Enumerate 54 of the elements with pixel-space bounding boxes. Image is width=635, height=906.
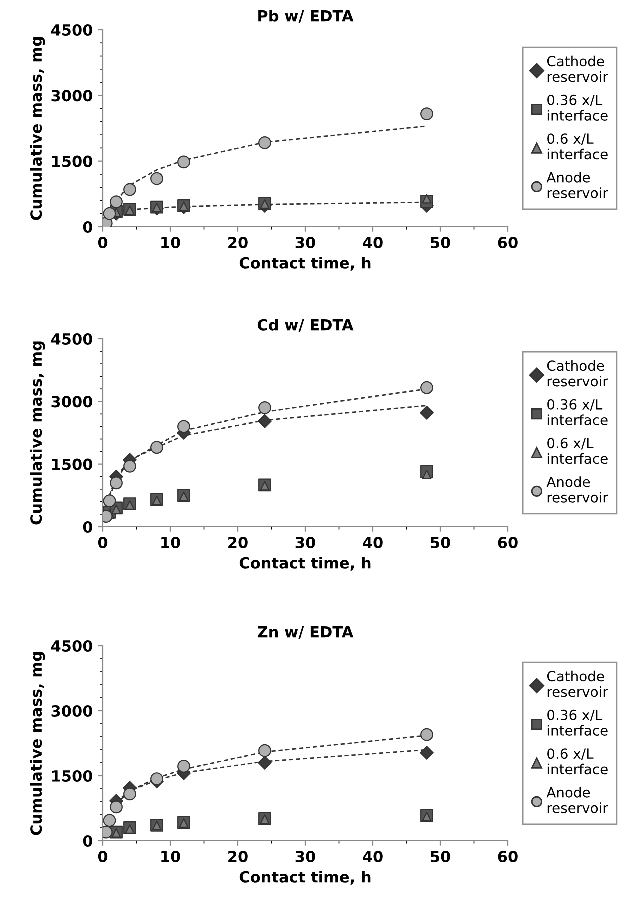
y-tick-label: 3000: [52, 705, 93, 718]
x-tick-label: 60: [498, 536, 518, 549]
y-tick-label: 4500: [51, 24, 93, 36]
y-tick-label: 4500: [51, 640, 93, 652]
y-tick-label: 1500: [52, 770, 93, 782]
legend-label: 0.36 x/L interface: [548, 399, 608, 426]
y-tick-label: 0: [83, 835, 93, 848]
x-tick-label: 50: [431, 536, 450, 549]
y-tick-label: 3000: [52, 90, 93, 102]
legend-label: Cathode reservoir: [547, 56, 608, 82]
legend-label: 0.6 x/L interface: [548, 438, 608, 464]
x-tick-label: 60: [498, 236, 518, 249]
x-tick-label: 20: [228, 536, 248, 549]
x-tick-label: 20: [228, 236, 248, 249]
x-tick-label: 0: [98, 236, 108, 249]
x-tick-label: 50: [431, 236, 450, 249]
x-tick-label: 30: [296, 236, 316, 249]
chart-title: Zn w/ EDTA: [258, 626, 354, 640]
legend-label: Anode reservoir: [546, 172, 608, 198]
y-tick-label: 3000: [52, 396, 93, 408]
x-tick-label: 30: [296, 536, 316, 549]
legend-label: Anode reservoir: [546, 787, 608, 814]
y-tick-label: 0: [83, 221, 93, 234]
legend-label: 0.6 x/L interface: [548, 134, 608, 160]
x-tick-label: 20: [228, 850, 248, 863]
x-tick-label: 30: [296, 850, 316, 863]
y-tick-label: 0: [83, 521, 93, 534]
legend-label: Cathode reservoir: [547, 670, 608, 698]
x-tick-label: 10: [162, 850, 180, 863]
y-axis-title: Cumulative mass, mg: [30, 652, 46, 836]
x-tick-label: 40: [363, 236, 383, 249]
x-axis-title: Contact time, h: [240, 257, 371, 271]
y-axis-title: Cumulative mass, mg: [30, 342, 46, 525]
x-axis-title: Contact time, h: [240, 557, 371, 571]
legend-label: 0.6 x/L interface: [548, 748, 608, 775]
legend-label: 0.36 x/L interface: [548, 94, 608, 121]
chart-title: Pb w/ EDTA: [258, 10, 354, 24]
chart-title: Cd w/ EDTA: [258, 319, 354, 332]
x-tick-label: 40: [363, 850, 383, 863]
y-tick-label: 4500: [51, 333, 93, 346]
legend-label: Cathode reservoir: [547, 360, 608, 387]
x-tick-label: 10: [162, 536, 180, 549]
x-tick-label: 0: [98, 536, 108, 549]
x-tick-label: 0: [98, 850, 108, 863]
x-tick-label: 50: [431, 850, 450, 863]
y-tick-label: 1500: [52, 458, 93, 470]
legend-label: Anode reservoir: [546, 476, 608, 503]
x-tick-label: 60: [498, 850, 518, 863]
x-tick-label: 40: [363, 536, 383, 549]
y-axis-title: Cumulative mass, mg: [30, 37, 46, 220]
x-axis-title: Contact time, h: [240, 871, 371, 885]
x-tick-label: 10: [162, 236, 180, 249]
legend-label: 0.36 x/L interface: [548, 710, 608, 736]
y-tick-label: 1500: [52, 156, 93, 168]
